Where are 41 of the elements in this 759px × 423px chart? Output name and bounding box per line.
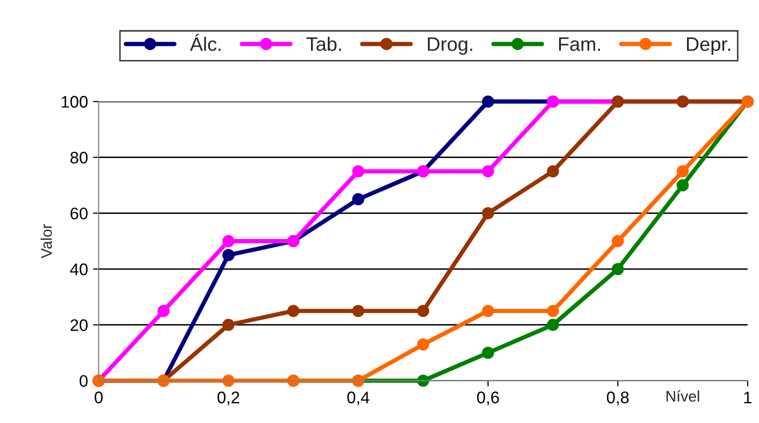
y-tick-label: 20 — [70, 319, 88, 332]
y-tick-label: 60 — [70, 208, 88, 220]
legend-label: Álc. — [190, 34, 221, 51]
point — [546, 165, 560, 178]
point — [352, 304, 364, 317]
point — [482, 207, 494, 220]
legend-label: Fam. — [559, 37, 600, 51]
point — [222, 235, 235, 248]
y-tick-label: 40 — [70, 263, 88, 276]
point — [287, 304, 300, 317]
point — [482, 165, 494, 178]
point — [482, 346, 494, 359]
x-axis-title: Nível — [666, 390, 700, 402]
x-tick-label: 0,6 — [477, 392, 499, 406]
y-tick-label: 100 — [62, 96, 88, 108]
x-tick-label: 0,4 — [347, 392, 370, 406]
legend-label: Drog. — [428, 37, 472, 55]
legend-label: Tab. — [306, 36, 341, 51]
point — [417, 304, 430, 317]
point — [676, 179, 689, 192]
point — [222, 248, 235, 262]
point — [352, 165, 364, 178]
y-tick-label: 0 — [80, 375, 88, 387]
point — [222, 318, 235, 331]
y-tick-label: 80 — [70, 152, 88, 164]
legend-label: Depr. — [686, 37, 730, 55]
x-tick-label: 0,2 — [218, 392, 240, 406]
point — [676, 165, 689, 178]
y-axis-title: Valor — [40, 224, 52, 258]
point — [482, 95, 494, 108]
x-tick-label: 0,8 — [606, 392, 629, 406]
point — [352, 193, 364, 206]
point — [612, 262, 624, 276]
point — [417, 338, 430, 350]
point — [612, 235, 624, 248]
point — [546, 318, 560, 331]
x-tick-label: 0 — [94, 392, 103, 404]
point — [482, 304, 494, 317]
point — [157, 304, 170, 317]
point — [546, 304, 560, 317]
x-tick-label: 1 — [744, 392, 752, 404]
